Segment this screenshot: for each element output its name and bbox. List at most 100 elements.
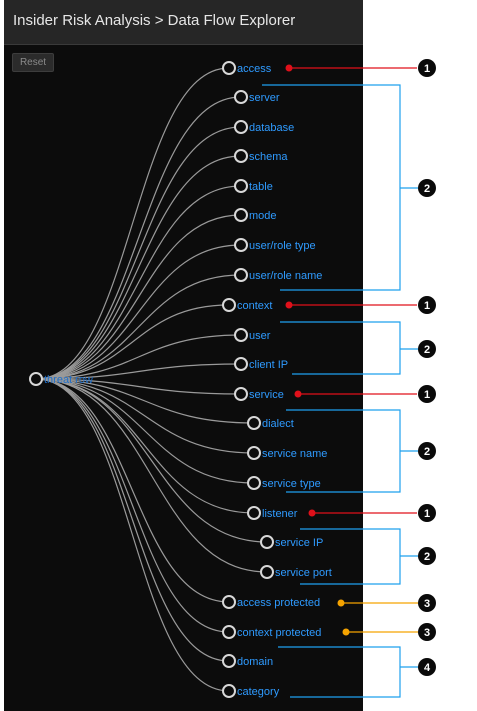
tree-node[interactable]: schema [234,149,288,163]
node-circle[interactable] [222,625,236,639]
callout-badge: 1 [418,504,436,522]
callout-badge-circle [418,385,436,403]
root-node-circle[interactable] [29,372,43,386]
node-label[interactable]: user [249,330,271,342]
tree-node[interactable]: user/role name [234,268,322,282]
node-label[interactable]: domain [237,656,273,668]
callout-badge-circle [418,442,436,460]
callout-badge-circle [418,340,436,358]
node-label[interactable]: schema [249,151,288,163]
node-circle[interactable] [234,208,248,222]
node-circle[interactable] [247,446,261,460]
callout-badge: 1 [418,59,436,77]
tree-node[interactable]: user/role type [234,238,316,252]
node-circle[interactable] [247,476,261,490]
tree-node[interactable]: service [234,387,284,401]
node-label[interactable]: category [237,686,280,698]
node-label[interactable]: client IP [249,359,288,371]
tree-node[interactable]: client IP [234,357,288,371]
tree-node[interactable]: table [234,179,273,193]
node-circle[interactable] [247,416,261,430]
node-label[interactable]: context [237,300,272,312]
tree-node[interactable]: domain [222,654,273,668]
node-label[interactable]: server [249,92,280,104]
callout-dot [294,390,302,398]
node-circle[interactable] [234,328,248,342]
node-circle[interactable] [222,595,236,609]
node-circle[interactable] [222,61,236,75]
node-circle[interactable] [222,298,236,312]
node-circle[interactable] [260,535,274,549]
tree-link [35,378,230,633]
root-node-label[interactable]: threat row [44,374,93,386]
node-circle[interactable] [260,565,274,579]
callout-badge-number: 4 [424,662,431,674]
tree-node[interactable]: context [222,298,272,312]
node-circle[interactable] [222,684,236,698]
node-label[interactable]: access [237,63,272,75]
tree-link [35,67,230,380]
node-label[interactable]: service name [262,448,327,460]
callout-dot [308,509,316,517]
tree-node[interactable]: context protected [222,625,321,639]
node-label[interactable]: context protected [237,627,321,639]
tree-node[interactable]: access protected [222,595,320,609]
node-label[interactable]: access protected [237,597,320,609]
tree-node[interactable]: mode [234,208,277,222]
callout-badge-circle [418,59,436,77]
tree-root[interactable]: threat row [29,372,93,386]
callout-badge: 1 [418,385,436,403]
node-circle[interactable] [234,238,248,252]
tree-node[interactable]: service type [247,476,321,490]
tree-node[interactable]: database [234,120,294,134]
node-circle[interactable] [234,387,248,401]
tree-link [35,378,255,454]
node-circle[interactable] [234,120,248,134]
node-label[interactable]: user/role name [249,270,322,282]
node-label[interactable]: table [249,181,273,193]
tree-link [35,378,268,543]
tree-node[interactable]: server [234,90,280,104]
tree-node[interactable]: dialect [247,416,294,430]
tree-link [35,378,242,395]
tree-link [35,304,230,380]
node-circle[interactable] [234,149,248,163]
callout-badge-circle [418,658,436,676]
node-label[interactable]: service [249,389,284,401]
callout-badge: 4 [418,658,436,676]
node-circle[interactable] [234,179,248,193]
node-label[interactable]: service type [262,478,321,490]
tree-link [35,363,242,380]
callout-badges: 1 2 1 2 1 2 1 2 3 3 4 [418,59,436,676]
tree-link [35,378,268,573]
callout-badge-number: 3 [424,598,430,610]
tree-node[interactable]: service IP [260,535,323,549]
node-circle[interactable] [234,357,248,371]
tree-links [35,67,268,692]
node-label[interactable]: user/role type [249,240,316,252]
node-circle[interactable] [234,268,248,282]
node-circle[interactable] [222,654,236,668]
tree-node[interactable]: user [234,328,271,342]
tree-node[interactable]: service name [247,446,327,460]
tree-link [35,96,242,380]
node-label[interactable]: mode [249,210,277,222]
node-label[interactable]: listener [262,508,298,520]
tree-node[interactable]: service port [260,565,332,579]
reset-button[interactable]: Reset [12,53,54,72]
tree-node[interactable]: listener [247,506,298,520]
tree-link [35,378,255,424]
node-label[interactable]: database [249,122,294,134]
node-label[interactable]: service IP [275,537,323,549]
title-bar: Insider Risk Analysis > Data Flow Explor… [4,0,363,45]
node-label[interactable]: dialect [262,418,294,430]
node-circle[interactable] [247,506,261,520]
node-circle[interactable] [234,90,248,104]
node-label[interactable]: service port [275,567,332,579]
tree-node[interactable]: category [222,684,280,698]
tree-link [35,378,230,692]
group-bracket [278,646,401,698]
tree-link [35,185,242,380]
tree-node[interactable]: access [222,61,272,75]
